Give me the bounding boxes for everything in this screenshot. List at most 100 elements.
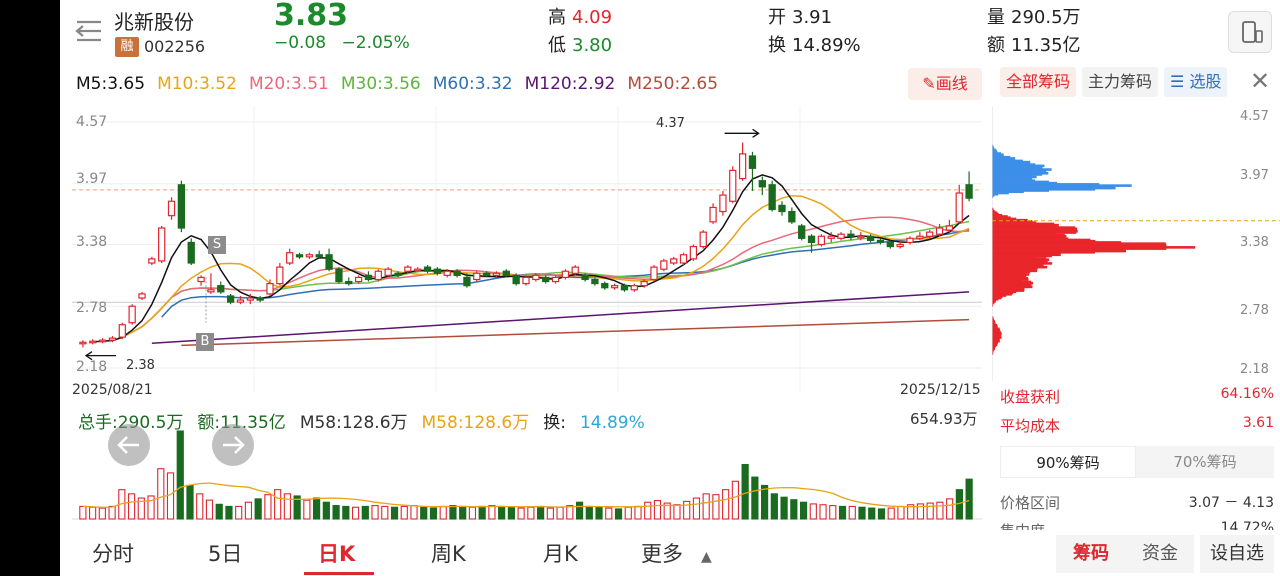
volume-turnover: 换: 14.89% — [543, 413, 659, 433]
draw-line-button[interactable]: ✎画线 — [908, 68, 982, 100]
volume-bar-down — [342, 505, 350, 520]
chip-bar-red — [992, 316, 994, 320]
scroll-right-button[interactable] — [212, 424, 254, 466]
volume-bar-up — [566, 505, 574, 520]
price-change: −0.08 −2.05% — [274, 33, 410, 53]
volume-bar-up — [244, 501, 253, 520]
back-arrow-icon[interactable] — [74, 16, 104, 46]
funds-button[interactable]: 资金 — [1142, 543, 1178, 564]
candle-up — [207, 289, 215, 293]
volume-bar-up — [907, 504, 915, 520]
volume-bar-up — [488, 505, 496, 520]
tab-intraday[interactable]: 分时 — [92, 542, 134, 566]
volume-bar-up — [946, 498, 954, 520]
candle-down — [315, 254, 323, 258]
candle-up — [384, 268, 392, 276]
avg-cost-value: 3.61 — [1242, 415, 1274, 431]
volume-quote: 量 290.5万 — [987, 3, 1081, 29]
tab-monthly-k[interactable]: 月K — [543, 542, 578, 566]
candle-up — [98, 339, 107, 343]
ma250-line — [181, 318, 970, 347]
pencil-icon: ✎ — [922, 74, 936, 93]
tab-more-label: 更多 — [641, 542, 683, 566]
volume-bar-up — [819, 504, 827, 520]
buy-signal-tag[interactable]: B — [196, 333, 214, 351]
candle-up — [118, 324, 126, 338]
low-quote: 低 3.80 — [548, 31, 612, 57]
candle-up — [738, 153, 747, 180]
landscape-toggle-button[interactable] — [1228, 11, 1272, 53]
close-icon[interactable]: ✕ — [1249, 67, 1271, 95]
volume-label: 量 — [987, 7, 1005, 28]
candle-down — [463, 276, 471, 287]
candle-up — [689, 245, 698, 260]
candle-up — [354, 276, 363, 283]
triangle-up-icon: ▲ — [701, 549, 712, 565]
low-arrow-head — [84, 351, 93, 361]
volume-bar-up — [829, 505, 837, 520]
candle-up — [906, 237, 914, 244]
volume-bar-down — [838, 505, 847, 520]
volume-bar-down — [799, 501, 808, 520]
volume-bar-up — [468, 506, 477, 520]
chip-y-tick: 4.57 — [1240, 109, 1269, 124]
volume-bar-down — [186, 484, 194, 520]
volume-bar-down — [293, 495, 301, 520]
candle-down — [423, 266, 432, 272]
chip-y-tick: 2.78 — [1240, 303, 1269, 318]
tab-more[interactable]: 更多 ▲ — [641, 538, 712, 568]
candle-up — [532, 274, 540, 281]
volume-bar-down — [790, 499, 798, 520]
volume-chart[interactable] — [72, 428, 982, 520]
scroll-left-button[interactable] — [108, 424, 150, 466]
candle-down — [187, 241, 195, 264]
avg-cost-row: 平均成本 3.61 — [1000, 415, 1274, 436]
chips-button[interactable]: 筹码 — [1073, 543, 1109, 564]
candle-up — [935, 227, 944, 235]
candle-down — [325, 254, 333, 270]
volume-max: 654.93万 — [910, 410, 978, 428]
candle-up — [660, 260, 668, 270]
volume-bar-down — [459, 505, 467, 520]
volume-turnover-value: 14.89% — [579, 413, 645, 433]
ma-legend: M5:3.65 M10:3.52 M20:3.51 M30:3.56 M60:3.32 M… — [76, 74, 730, 94]
amount-label: 额 — [987, 35, 1005, 56]
candle-down — [295, 254, 304, 258]
ma5-label: M5:3.65 — [76, 74, 146, 94]
volume-turnover-label: 换: — [543, 413, 566, 433]
candle-up — [414, 268, 422, 272]
ma120-label: M120:2.92 — [524, 74, 616, 94]
tab-main-chips[interactable]: 主力筹码 — [1082, 67, 1159, 97]
add-watchlist-button[interactable]: 设自选 — [1200, 535, 1274, 573]
ma20-line — [121, 216, 970, 338]
y-tick-label: 2.78 — [76, 300, 108, 316]
volume-bar-up — [683, 500, 691, 520]
amount-quote: 额 11.35亿 — [987, 31, 1081, 57]
candle-up — [551, 276, 560, 283]
volume-bar-down — [215, 503, 223, 520]
candle-up — [817, 235, 826, 246]
volume-bar-down — [176, 430, 184, 520]
tab-weekly-k[interactable]: 周K — [431, 542, 466, 566]
tab-daily-k[interactable]: 日K — [318, 542, 356, 566]
volume-bar-up — [157, 468, 165, 520]
tab-5day[interactable]: 5日 — [208, 542, 243, 566]
high-value: 4.09 — [572, 7, 613, 28]
candlestick-chart[interactable] — [72, 106, 982, 402]
concentration-row: 集中度 14.72% — [1000, 520, 1274, 530]
candle-up — [837, 233, 845, 239]
volume-bar-up — [351, 506, 360, 520]
select-stock-button[interactable]: ☰ 选股 — [1164, 67, 1228, 97]
candle-up — [926, 231, 934, 237]
tab-70-chips[interactable]: 70%筹码 — [1173, 453, 1237, 471]
tab-90-chips[interactable]: 90%筹码 — [1000, 446, 1136, 478]
volume-bar-up — [79, 505, 87, 520]
change-value: −0.08 — [274, 33, 327, 53]
candle-up — [89, 340, 97, 344]
sell-signal-tag[interactable]: S — [208, 236, 226, 254]
candle-up — [857, 235, 865, 239]
volume-bar-down — [770, 493, 778, 520]
open-quote: 开 3.91 — [768, 3, 832, 29]
tab-all-chips[interactable]: 全部筹码 — [1000, 67, 1077, 97]
